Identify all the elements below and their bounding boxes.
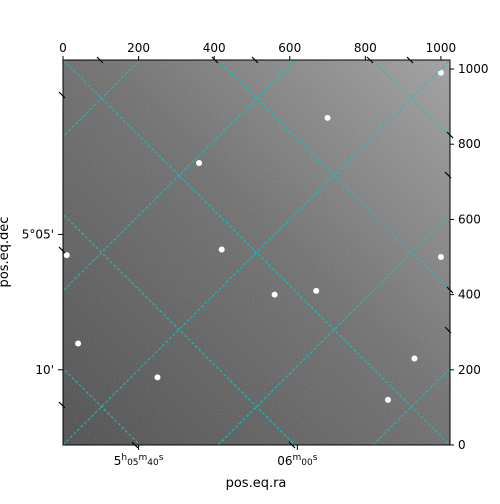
y-axis-label: pos.eq.dec — [0, 217, 12, 288]
star-3 — [218, 246, 225, 253]
edge-tick-6 — [211, 56, 219, 64]
star-11 — [411, 355, 418, 362]
dec-tick-label-0: 5°05' — [22, 227, 54, 241]
y-tick-label-1: 200 — [458, 363, 481, 377]
grid-line-7 — [63, 60, 450, 445]
edge-tick-0 — [58, 91, 66, 99]
axes-layer: 0 200 400 600 800 1000 0 200 400 600 800 1000 5h05m4… — [22, 41, 489, 468]
y-tick-label-4: 800 — [458, 137, 481, 151]
dec-tick-label-1: 10' — [35, 363, 54, 377]
x-tick-label-3: 600 — [278, 41, 301, 55]
grid-line-10 — [372, 60, 450, 138]
coordinate-grid — [63, 60, 450, 445]
stars-layer — [63, 69, 444, 403]
y-tick-label-2: 400 — [458, 288, 481, 302]
edge-tick-1 — [58, 246, 66, 254]
plot-frame — [62, 59, 451, 446]
star-10 — [313, 287, 320, 294]
star-9 — [196, 160, 203, 167]
x-axis-label: pos.eq.ra — [226, 476, 287, 491]
star-8 — [63, 252, 70, 259]
edge-tick-13 — [444, 326, 452, 334]
star-6 — [437, 69, 444, 76]
x-tick-label-4: 800 — [354, 41, 377, 55]
x-tick-label-2: 400 — [203, 41, 226, 55]
edge-tick-5 — [444, 171, 452, 179]
edge-tick-9 — [251, 56, 259, 64]
y-tick-label-0: 0 — [458, 438, 466, 452]
star-4 — [154, 374, 161, 381]
edge-tick-3 — [446, 131, 454, 139]
edge-tick-8 — [96, 56, 104, 64]
star-0 — [324, 114, 331, 121]
star-5 — [385, 396, 392, 403]
edge-tick-11 — [288, 441, 296, 449]
star-7 — [437, 254, 444, 261]
ra-tick-label-0: 5h05m40s — [114, 453, 164, 468]
edge-tick-10 — [406, 56, 414, 64]
y-tick-label-5: 1000 — [458, 62, 489, 76]
star-1 — [75, 340, 82, 347]
y-tick-label-3: 600 — [458, 212, 481, 226]
grid-line-5 — [63, 60, 296, 292]
star-2 — [271, 291, 278, 298]
edge-tick-2 — [58, 401, 66, 409]
ra-tick-label-1: 06m00s — [277, 453, 318, 468]
x-tick-label-0: 0 — [59, 41, 67, 55]
x-tick-label-5: 1000 — [426, 41, 457, 55]
edge-tick-7 — [366, 56, 374, 64]
edge-tick-4 — [446, 286, 454, 294]
edge-tick-12 — [131, 441, 139, 449]
x-tick-label-1: 200 — [127, 41, 150, 55]
grid-line-9 — [217, 213, 450, 445]
grid-line-11 — [372, 367, 450, 445]
sky-image — [63, 60, 450, 445]
